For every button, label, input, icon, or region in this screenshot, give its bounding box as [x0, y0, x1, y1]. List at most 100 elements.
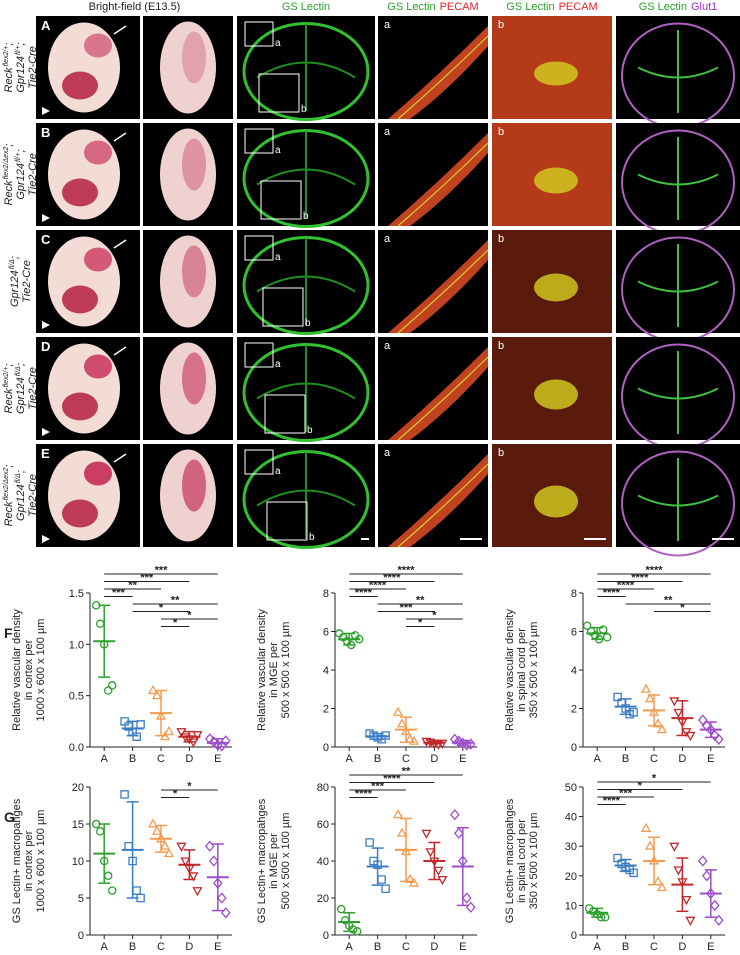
significance-label: ** — [171, 595, 180, 607]
data-point — [408, 877, 420, 887]
section-detail — [256, 345, 356, 432]
data-point — [656, 724, 668, 734]
data-point — [95, 619, 105, 629]
data-point — [95, 827, 105, 836]
data-point — [629, 868, 638, 878]
row-letter: E — [41, 446, 50, 461]
section — [242, 129, 370, 228]
significance-label: **** — [369, 580, 387, 592]
data-point — [352, 927, 362, 936]
data-point — [365, 838, 374, 847]
data-point — [147, 684, 159, 695]
significance-label: * — [187, 610, 192, 622]
allele: flex2/+ — [3, 367, 10, 388]
x-tick-label: B — [622, 941, 629, 953]
header-part: GS Lectin — [639, 1, 687, 13]
section — [242, 236, 370, 335]
row-letter: B — [41, 125, 50, 140]
box-label: a — [275, 145, 281, 156]
y-tick-label: 6 — [571, 627, 577, 639]
embryo-region — [62, 285, 98, 314]
y-tick-label: 2 — [571, 704, 577, 716]
gene: Reck — [3, 180, 15, 206]
data-point — [151, 825, 163, 835]
x-tick-label: A — [594, 941, 602, 953]
section — [242, 450, 370, 549]
inset-box — [244, 128, 274, 154]
y-tick-label: 10 — [565, 900, 577, 912]
x-tick-label: C — [157, 941, 165, 953]
embryo-region — [182, 352, 206, 405]
data-point — [433, 866, 444, 876]
x-tick-label: B — [374, 753, 381, 765]
y-tick-label: 40 — [565, 812, 577, 824]
separator: ; — [15, 470, 27, 473]
data-point — [408, 735, 420, 745]
allele: fl/+ — [15, 45, 22, 55]
data-point — [669, 842, 680, 852]
x-tick-label: A — [346, 941, 354, 953]
genotype-label: Reckflex2/+;Gpr124fl/+;Tie2-Cre — [3, 42, 39, 92]
vessel-detail — [397, 35, 489, 120]
data-point — [151, 689, 163, 700]
separator: ; — [3, 144, 15, 147]
inset-box — [244, 342, 274, 368]
data-point — [128, 856, 137, 866]
micrograph — [378, 337, 488, 440]
gene: Gpr124 — [15, 484, 27, 521]
x-tick-label: B — [622, 753, 629, 765]
y-tick-label: 4 — [323, 665, 329, 677]
x-tick-label: D — [678, 941, 686, 953]
data-point — [582, 621, 592, 630]
embryo-region — [182, 459, 206, 512]
data-point — [669, 697, 680, 707]
y-tick-label: 4 — [571, 665, 577, 677]
significance-label: *** — [140, 572, 154, 584]
data-point — [377, 875, 386, 884]
y-tick-label: 80 — [317, 782, 329, 794]
significance-label: **** — [383, 572, 401, 584]
x-tick-label: D — [430, 753, 438, 765]
inset-box — [262, 287, 304, 327]
allele: flex2/Δex2 — [3, 147, 10, 180]
arrowhead — [42, 214, 50, 222]
embryo-region — [62, 71, 98, 100]
data-point — [652, 718, 664, 728]
vessel-detail — [397, 463, 489, 548]
embryo-region — [62, 178, 98, 207]
column-header: GS Lectin — [282, 1, 330, 13]
significance-label: *** — [619, 788, 633, 800]
y-tick-label: 0 — [571, 742, 577, 754]
y-tick-label: 8 — [323, 588, 329, 600]
significance-label: ** — [664, 595, 673, 607]
data-point — [136, 720, 145, 729]
panel-letter: F — [4, 625, 13, 641]
embryo-region — [182, 31, 206, 84]
data-point — [124, 841, 133, 851]
vessel-detail — [397, 142, 489, 227]
embryo-region — [84, 33, 112, 58]
significance-label: * — [432, 610, 437, 622]
y-axis-label: 350 x 500 x 100 µm — [528, 622, 540, 719]
data-point — [681, 895, 692, 906]
genotype-line: Tie2-Cre — [21, 260, 33, 303]
significance-label: * — [680, 602, 685, 614]
data-point — [392, 706, 404, 716]
x-tick-label: C — [157, 753, 165, 765]
section — [242, 22, 370, 121]
separator: ; — [3, 465, 15, 468]
significance-label: **** — [603, 795, 621, 807]
significance-label: **** — [645, 565, 663, 577]
data-point — [216, 892, 227, 904]
y-axis-label: 1000 x 600 x 100 µm — [35, 810, 47, 913]
data-point — [208, 855, 219, 867]
vessel-cluster — [534, 273, 578, 302]
allele: fl/Δ — [9, 259, 16, 269]
panel-label: a — [384, 19, 391, 31]
genotype-line: Gpr124fl/Δ; — [15, 363, 27, 414]
data-point — [644, 693, 656, 703]
significance-label: *** — [155, 565, 169, 577]
y-tick-label: 0 — [323, 930, 329, 942]
significance-label: ** — [128, 580, 137, 592]
section-detail — [256, 131, 356, 218]
